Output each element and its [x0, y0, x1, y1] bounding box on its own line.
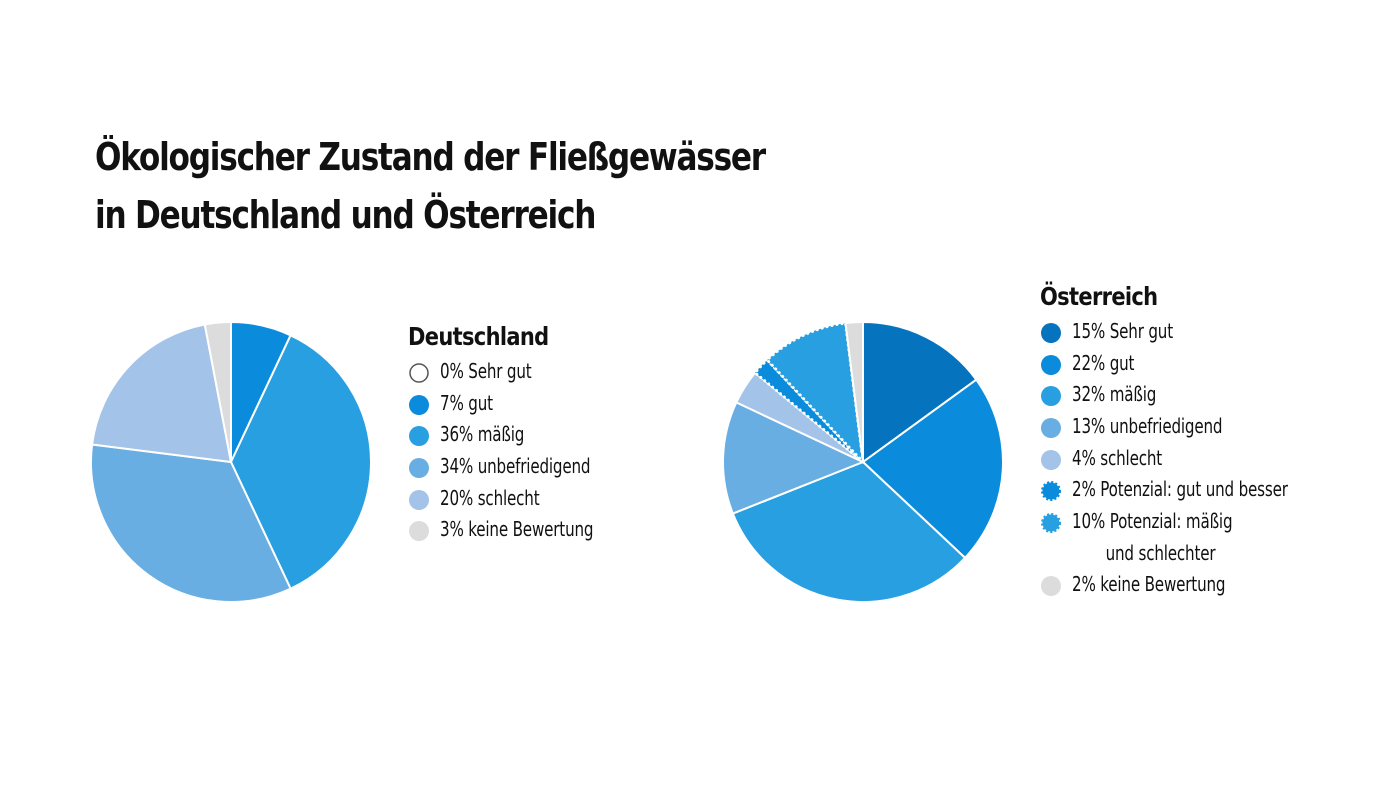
- legend-swatch-icon: [1040, 575, 1061, 597]
- legend-label-text: 0% Sehr gut: [440, 359, 532, 383]
- legend-label: 0% Sehr gut: [440, 356, 532, 388]
- legend-label: 22% gut: [1072, 348, 1134, 380]
- legend-swatch-icon: [408, 425, 429, 447]
- legend-label-text: 20% schlecht: [440, 485, 540, 510]
- pie-slice-de-unbefriedigend: [90, 443, 292, 603]
- pie-slice-at-unbefriedigend: [722, 401, 864, 515]
- legend-item-at-gut: 22% gut: [1040, 351, 1329, 386]
- legend-label-text: 3% keine Bewertung: [440, 517, 594, 542]
- pie-slice-at-potenzial-maessig-und-schlechter: [765, 321, 865, 464]
- legend-label-text: 2% Potenzial: gut und besser: [1072, 477, 1288, 502]
- legend-item-de-schlecht: 20% schlecht: [408, 486, 623, 521]
- legend-title-deutschland: Deutschland: [408, 322, 549, 351]
- legend-swatch-icon: [408, 394, 429, 415]
- legend-item-at-maessig: 32% mäßig: [1040, 382, 1329, 417]
- pie-chart-deutschland: [90, 321, 372, 603]
- legend-swatch-icon: [1040, 480, 1061, 502]
- pie-slice-de-maessig: [230, 334, 372, 590]
- legend-label: 13% unbefriedigend: [1072, 411, 1223, 443]
- legend-swatch-icon: [1040, 385, 1061, 407]
- pie-slice-de-keine-bewertung: [203, 321, 232, 463]
- legend-label: 2% Potenzial: gut und besser: [1072, 474, 1288, 506]
- legend-label: 7% gut: [440, 388, 493, 420]
- legend-label: 20% schlecht: [440, 483, 540, 515]
- pie-slice-at-potenzial-gut-und-besser: [753, 358, 865, 464]
- legend-label-text: 32% mäßig: [1072, 382, 1157, 407]
- legend-deutschland: Deutschland 0% Sehr gut 7% gut 36% mäßig 34…: [408, 322, 623, 552]
- page-title: Ökologischer Zustand der Fließgewässer i…: [95, 128, 766, 244]
- legend-label-text: 36% mäßig: [440, 422, 525, 447]
- legend-item-at-potenzial-maessig-und-schlechter: 10% Potenzial: mäßig und schlechter: [1040, 509, 1329, 575]
- pie-slice-at-maessig: [731, 461, 967, 603]
- pie-slice-at-gut: [862, 378, 1004, 559]
- pie-slice-at-keine-bewertung: [844, 321, 864, 463]
- legend-item-at-schlecht: 4% schlecht: [1040, 446, 1329, 481]
- legend-item-de-gut: 7% gut: [408, 391, 623, 426]
- legend-swatch-icon: [408, 362, 429, 383]
- legend-item-de-sehr-gut: 0% Sehr gut: [408, 359, 623, 394]
- legend-item-at-potenzial-gut-und-besser: 2% Potenzial: gut und besser: [1040, 477, 1329, 512]
- legend-item-at-unbefriedigend: 13% unbefriedigend: [1040, 414, 1329, 449]
- legend-swatch-icon: [408, 489, 429, 510]
- legend-label-text: 2% keine Bewertung: [1072, 572, 1226, 597]
- legend-label: 4% schlecht: [1072, 443, 1162, 475]
- legend-label: 2% keine Bewertung: [1072, 569, 1225, 601]
- legend-label: 32% mäßig: [1072, 379, 1156, 411]
- legend-label-text: 22% gut: [1072, 350, 1135, 375]
- legend-label: 34% unbefriedigend: [440, 451, 591, 483]
- legend-list-oesterreich: 15% Sehr gut 22% gut 32% mäßig 13% unbefrie…: [1040, 319, 1329, 607]
- legend-item-de-unbefriedigend: 34% unbefriedigend: [408, 454, 623, 489]
- legend-item-de-maessig: 36% mäßig: [408, 422, 623, 457]
- legend-label: 15% Sehr gut: [1072, 316, 1173, 348]
- legend-item-at-sehr-gut: 15% Sehr gut: [1040, 319, 1329, 354]
- legend-item-at-keine-bewertung: 2% keine Bewertung: [1040, 572, 1329, 607]
- legend-list-deutschland: 0% Sehr gut 7% gut 36% mäßig 34% unbefriedi…: [408, 359, 623, 552]
- legend-label-text-continued: und schlechter: [1105, 540, 1216, 565]
- legend-label-text: 13% unbefriedigend: [1072, 414, 1223, 439]
- pie-slice-at-sehr-gut: [862, 321, 978, 463]
- legend-swatch-icon: [1040, 417, 1061, 439]
- legend-swatch-icon: [408, 520, 429, 542]
- legend-label-text: 10% Potenzial: mäßig: [1072, 509, 1233, 534]
- title-line-2: in Deutschland und Österreich: [95, 193, 596, 237]
- title-line-1: Ökologischer Zustand der Fließgewässer: [95, 135, 766, 179]
- legend-title-oesterreich: Österreich: [1040, 282, 1158, 311]
- legend-swatch-icon: [1040, 512, 1061, 534]
- legend-label: 3% keine Bewertung: [440, 514, 593, 546]
- legend-label-text: 7% gut: [440, 390, 493, 415]
- legend-item-de-keine-bewertung: 3% keine Bewertung: [408, 517, 623, 552]
- legend-oesterreich: Österreich 15% Sehr gut 22% gut 32% mäßig 1…: [1040, 282, 1329, 607]
- legend-label: 36% mäßig: [440, 419, 524, 451]
- legend-swatch-icon: [1040, 354, 1061, 375]
- pie-slice-at-schlecht: [735, 371, 864, 463]
- legend-label: 10% Potenzial: mäßig und schlechter: [1072, 506, 1233, 569]
- legend-swatch-icon: [1040, 322, 1061, 343]
- legend-label-text: 15% Sehr gut: [1072, 319, 1173, 343]
- pie-slice-de-schlecht: [91, 323, 232, 463]
- legend-label-text: 4% schlecht: [1072, 445, 1163, 470]
- legend-swatch-icon: [408, 457, 429, 479]
- legend-swatch-icon: [1040, 449, 1061, 470]
- legend-label-text: 34% unbefriedigend: [440, 454, 591, 479]
- pie-chart-oesterreich: [722, 321, 1004, 603]
